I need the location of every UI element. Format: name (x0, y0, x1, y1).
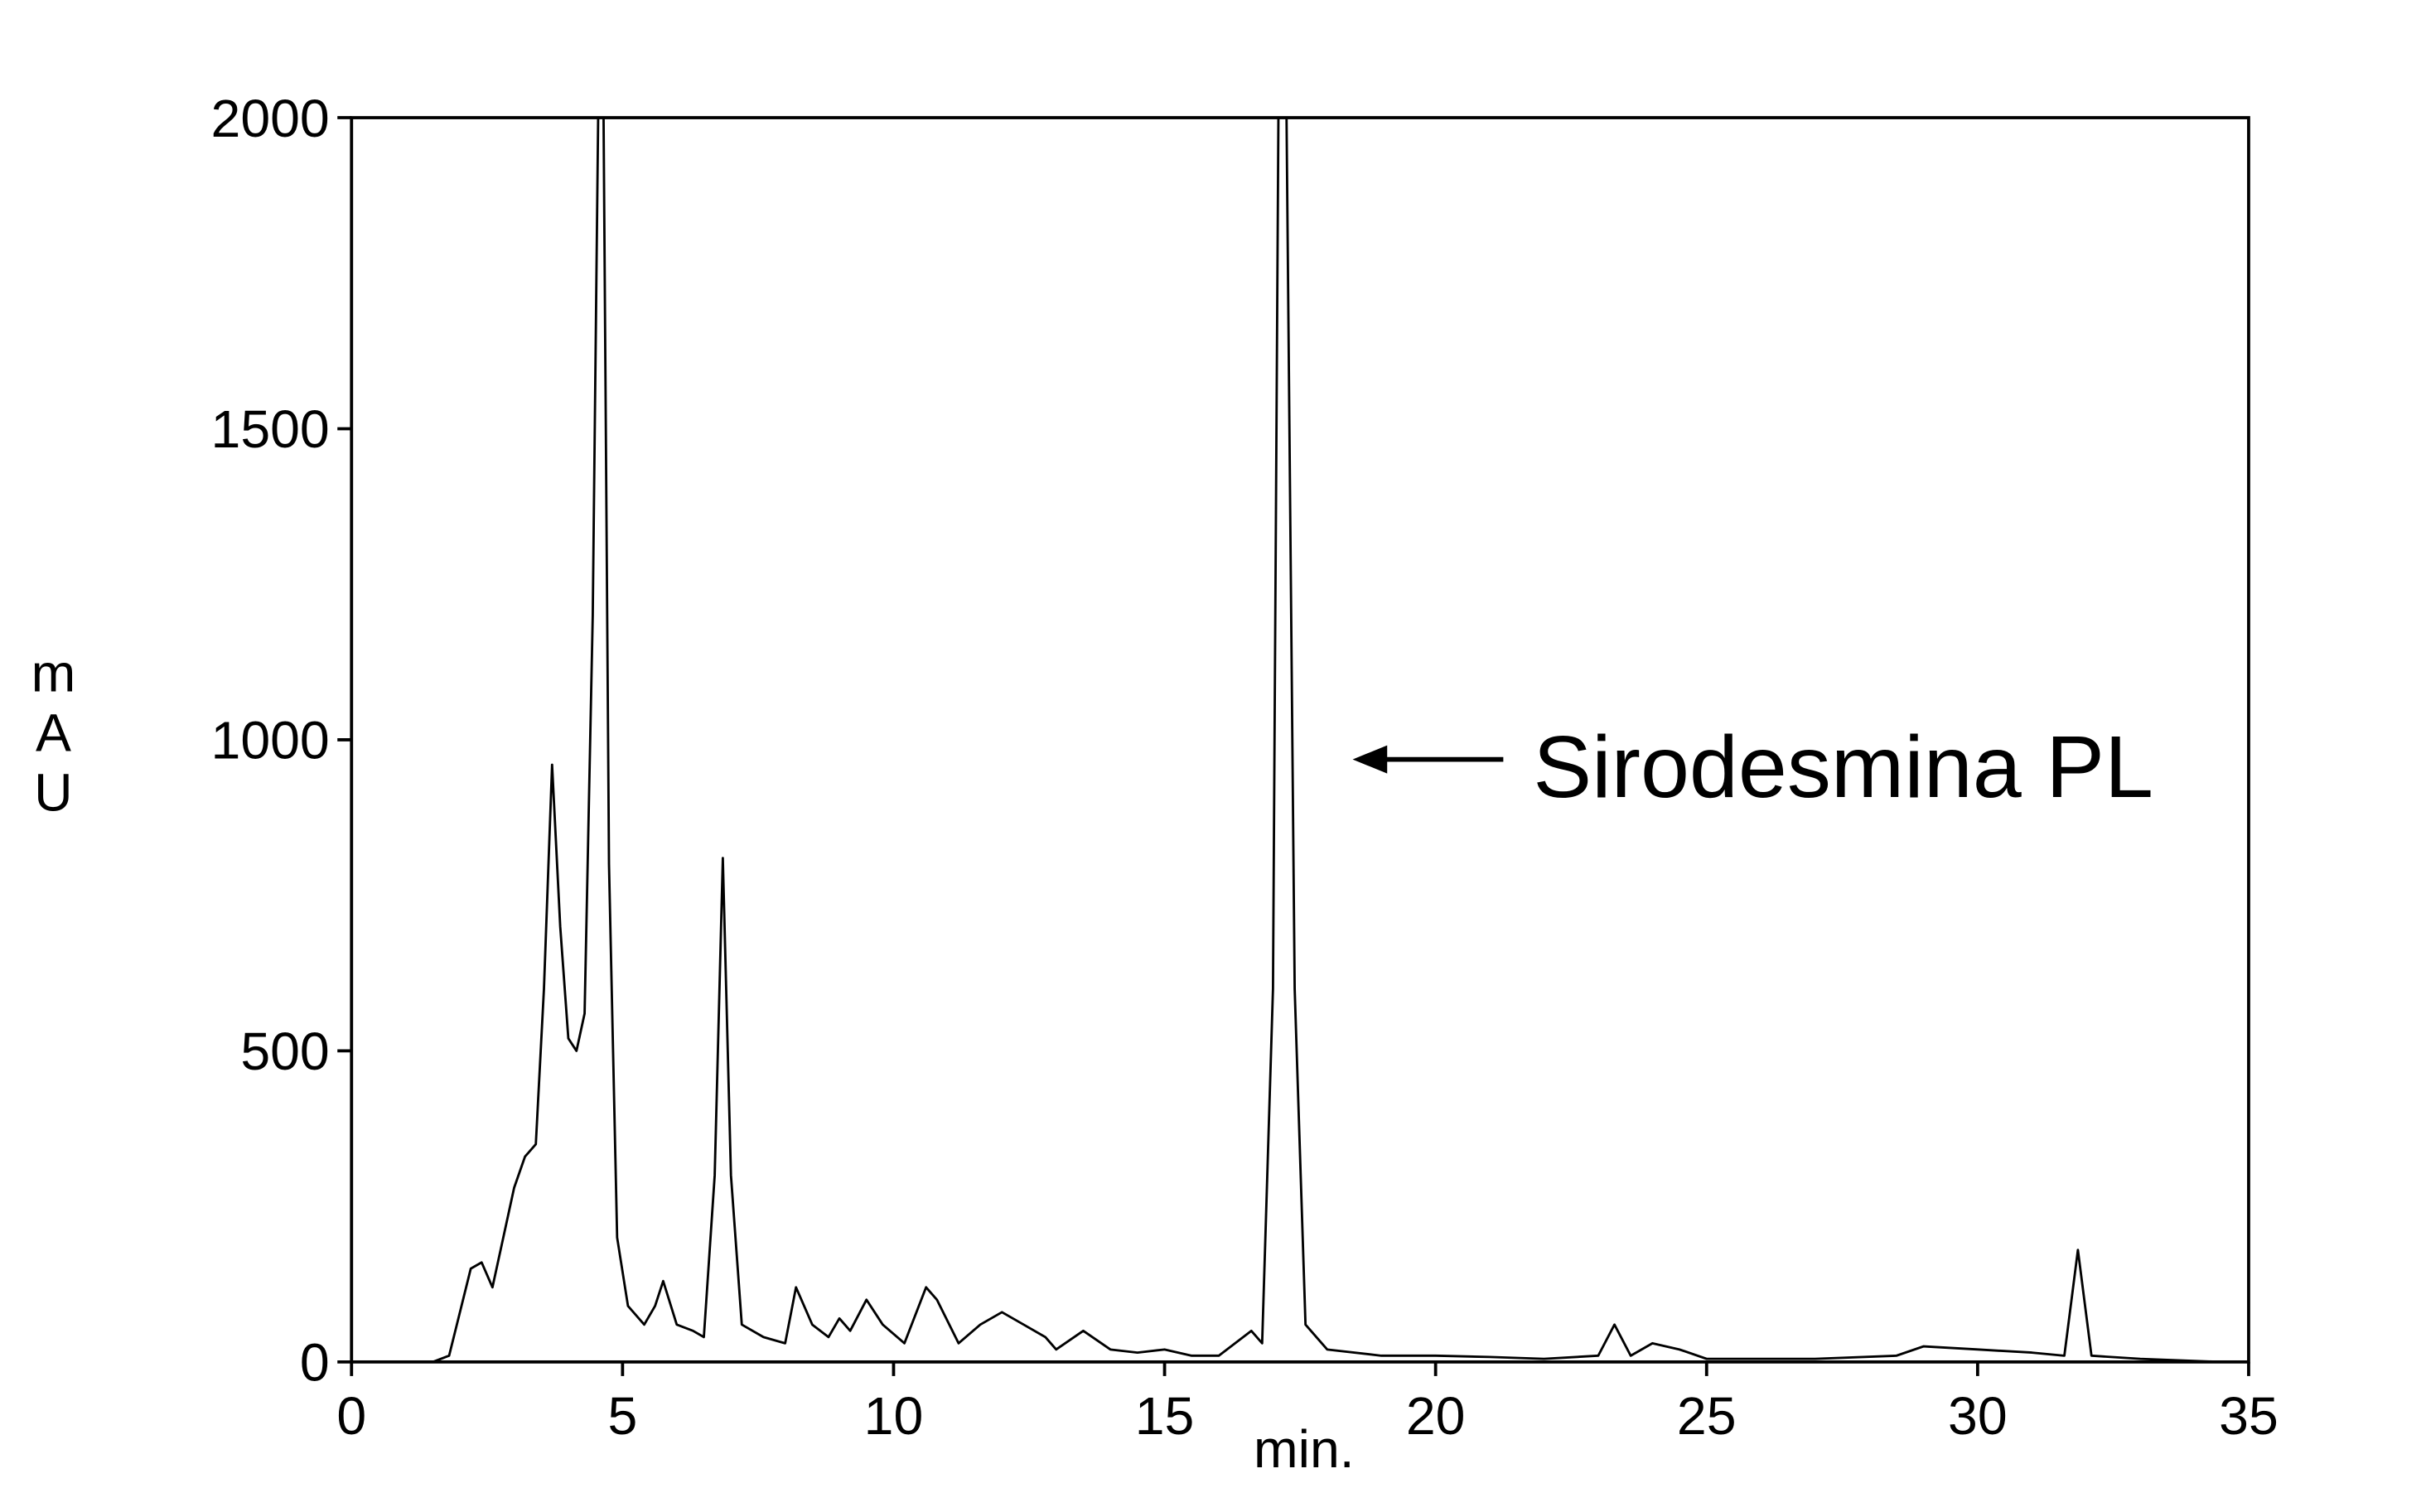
y-tick-label: 1000 (211, 711, 330, 770)
y-axis-label: mAU (23, 643, 83, 822)
y-tick-label: 2000 (211, 89, 330, 148)
x-tick-label: 35 (2219, 1386, 2279, 1446)
x-tick-label: 25 (1677, 1386, 1737, 1446)
x-tick-label: 20 (1406, 1386, 1466, 1446)
y-tick-label: 1500 (211, 399, 330, 459)
x-tick-label: 5 (607, 1386, 637, 1446)
x-tick-label: 10 (864, 1386, 924, 1446)
trace (432, 116, 2222, 1364)
x-tick-label: 30 (1948, 1386, 2008, 1446)
arrow-head (1352, 745, 1388, 774)
annotation: Sirodesmina PL (1533, 718, 2153, 816)
x-tick-label: 15 (1135, 1386, 1195, 1446)
x-axis-label: min. (1254, 1419, 1355, 1479)
y-tick-label: 500 (240, 1022, 329, 1081)
x-tick-label: 0 (336, 1386, 366, 1446)
y-tick-label: 0 (300, 1333, 330, 1393)
